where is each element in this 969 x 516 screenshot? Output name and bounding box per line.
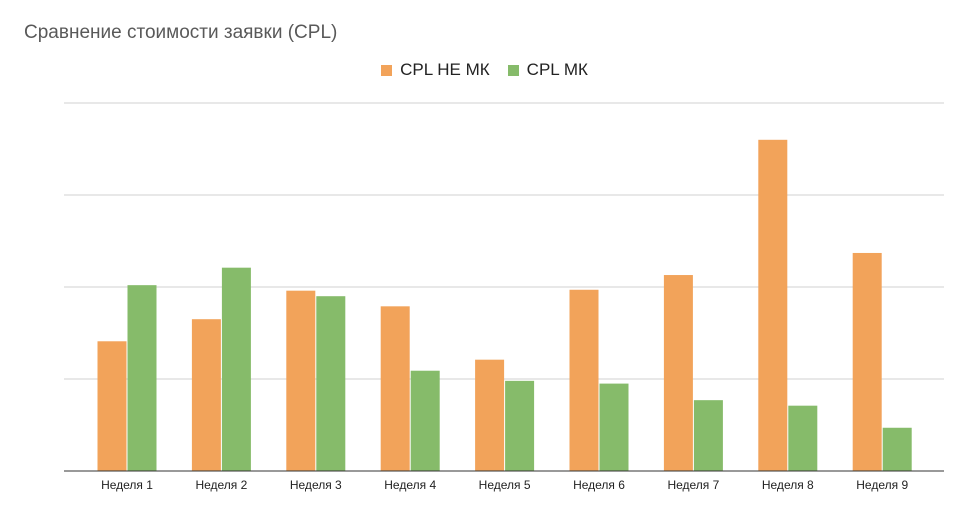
legend-label: CPL НЕ МК	[400, 60, 490, 79]
bar-cpl-ne-mk	[475, 359, 505, 471]
x-tick-label: Неделя 7	[667, 478, 719, 492]
x-tick-label: Неделя 8	[762, 478, 814, 492]
bar-cpl-ne-mk	[286, 290, 316, 471]
bar-cpl-ne-mk	[663, 275, 693, 471]
x-tick-label: Неделя 5	[479, 478, 531, 492]
bar-cpl-ne-mk	[569, 289, 599, 471]
bar-cpl-mk	[316, 296, 346, 471]
x-tick-label: Неделя 9	[856, 478, 908, 492]
legend: CPL НЕ МК CPL МК	[0, 60, 969, 80]
legend-swatch	[381, 64, 393, 76]
bar-cpl-mk	[410, 370, 440, 471]
x-tick-label: Неделя 1	[101, 478, 153, 492]
bar-cpl-mk	[127, 285, 157, 471]
bar-cpl-mk	[505, 380, 535, 471]
bar-cpl-mk	[221, 267, 251, 471]
legend-item-cpl-mk[interactable]: CPL МК	[507, 60, 588, 80]
bar-cpl-ne-mk	[852, 252, 882, 471]
bar-cpl-ne-mk	[191, 319, 221, 471]
bar-cpl-mk	[693, 400, 723, 471]
bar-cpl-ne-mk	[97, 341, 127, 471]
legend-label: CPL МК	[526, 60, 588, 79]
bar-cpl-ne-mk	[758, 139, 788, 472]
x-tick-label: Неделя 4	[384, 478, 436, 492]
x-tick-label: Неделя 6	[573, 478, 625, 492]
chart-title: Сравнение стоимости заявки (CPL)	[24, 22, 338, 43]
legend-item-cpl-ne-mk[interactable]: CPL НЕ МК	[381, 60, 490, 80]
bar-cpl-mk	[882, 427, 912, 471]
x-tick-label: Неделя 3	[290, 478, 342, 492]
bar-cpl-mk	[599, 383, 629, 471]
x-tick-label: Неделя 2	[195, 478, 247, 492]
bar-cpl-ne-mk	[380, 306, 410, 471]
legend-swatch	[507, 64, 519, 76]
bar-cpl-mk	[788, 405, 818, 471]
